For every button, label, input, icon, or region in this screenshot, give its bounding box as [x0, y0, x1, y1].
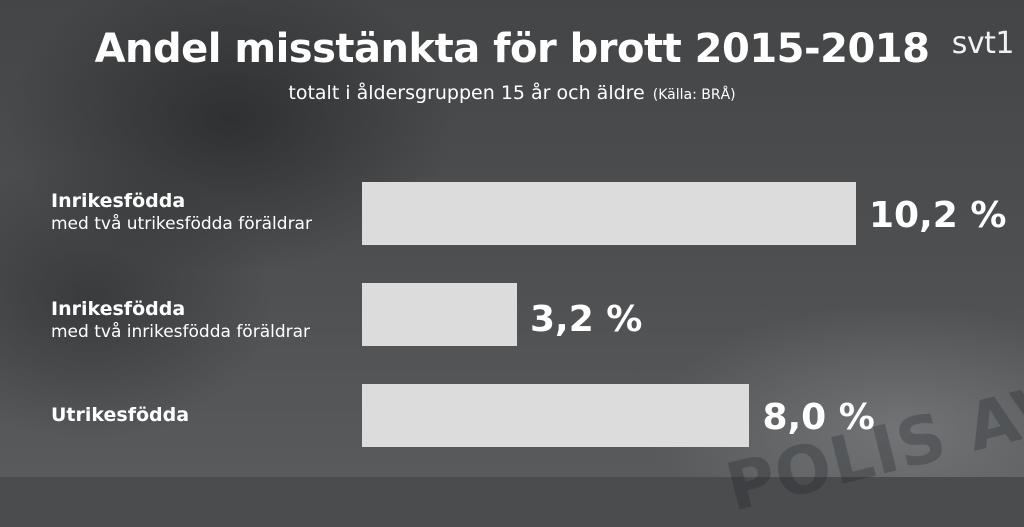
category-label: Inrikesfödda med två inrikesfödda föräld… — [51, 298, 310, 344]
category-label: Utrikesfödda — [51, 404, 189, 427]
value-label: 3,2 % — [529, 299, 643, 340]
subtitle-text: totalt i åldersgruppen 15 år och äldre — [288, 82, 645, 104]
bar — [362, 283, 517, 346]
category-label: Inrikesfödda med två utrikesfödda föräld… — [51, 190, 312, 236]
category-label-line1: Inrikesfödda — [51, 190, 186, 212]
category-label-line2: med två utrikesfödda föräldrar — [51, 214, 312, 234]
svt1-logo: svt1 — [951, 26, 1015, 61]
chart-source: (Källa: BRÅ) — [652, 87, 736, 103]
bar — [362, 182, 856, 245]
value-label: 10,2 % — [869, 195, 1007, 236]
bar — [362, 384, 750, 447]
category-label-line2: med två inrikesfödda föräldrar — [51, 322, 311, 342]
category-label-line1: Utrikesfödda — [51, 404, 190, 426]
chart-subtitle: totalt i åldersgruppen 15 år och äldre (K… — [0, 82, 1024, 104]
category-label-line1: Inrikesfödda — [51, 298, 186, 320]
value-label: 8,0 % — [762, 397, 875, 438]
chart-title: Andel misstänkta för brott 2015-2018 — [94, 26, 930, 72]
